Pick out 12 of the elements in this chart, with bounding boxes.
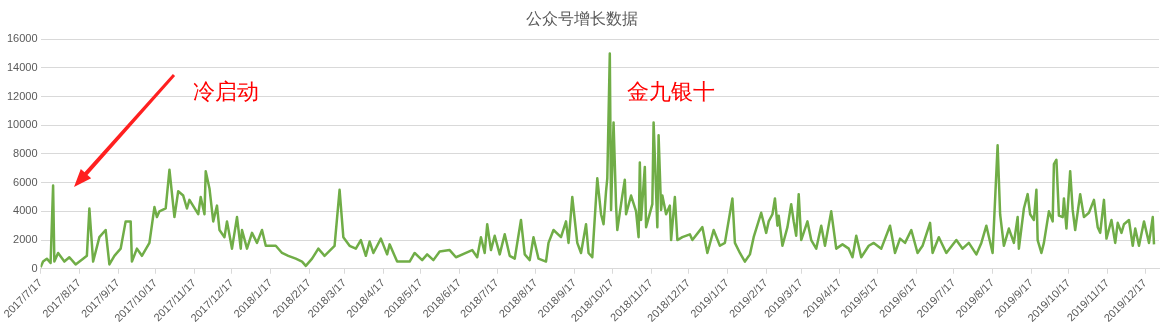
annotation: 金九银十 <box>627 78 716 104</box>
y-tick-label: 2000 <box>13 233 38 246</box>
annotation: 冷启动 <box>193 78 260 104</box>
y-tick-label: 16000 <box>6 32 38 45</box>
y-tick-label: 0 <box>31 261 38 274</box>
chart-title: 公众号增长数据 <box>525 8 638 28</box>
y-tick-label: 4000 <box>13 204 38 217</box>
y-tick-label: 10000 <box>6 118 38 131</box>
y-tick-label: 6000 <box>13 175 38 188</box>
y-tick-label: 12000 <box>6 89 38 102</box>
y-tick-label: 8000 <box>13 147 38 159</box>
y-tick-label: 14000 <box>6 60 38 73</box>
